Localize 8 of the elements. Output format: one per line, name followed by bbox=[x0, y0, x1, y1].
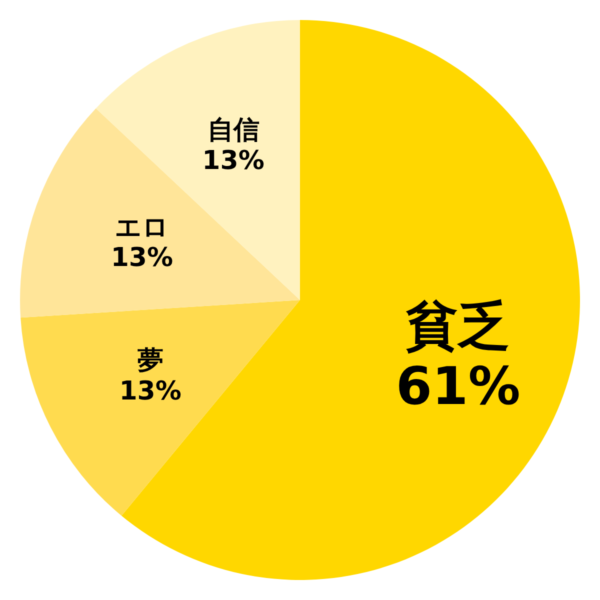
slice-label: エロ bbox=[114, 213, 169, 244]
data-label: 13% bbox=[119, 376, 182, 406]
slice-label: 自信 bbox=[207, 116, 260, 146]
data-label: 61% bbox=[396, 357, 520, 418]
slice-label: 貧乏 bbox=[405, 296, 510, 357]
slice-label: 夢 bbox=[137, 346, 164, 376]
data-label: 13% bbox=[110, 243, 174, 274]
data-label: 13% bbox=[202, 146, 264, 176]
